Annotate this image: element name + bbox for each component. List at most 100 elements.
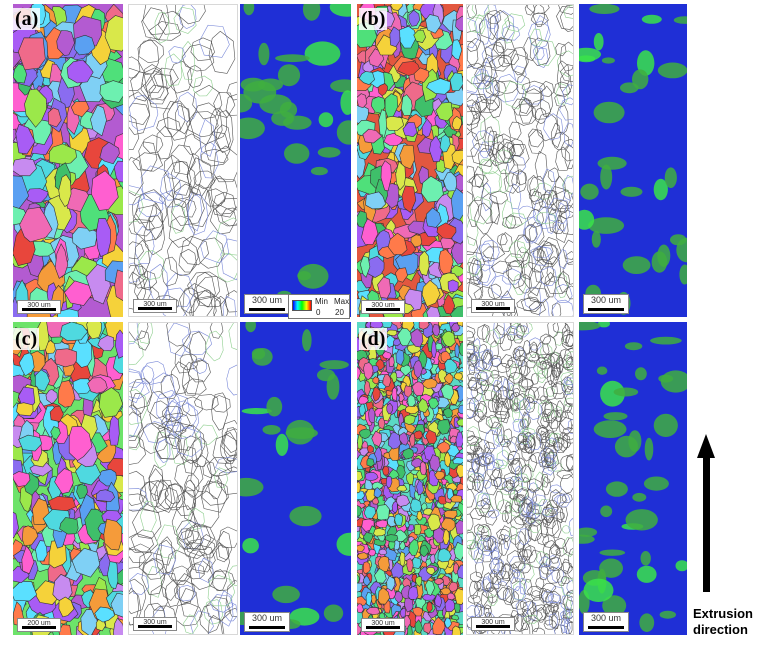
grain <box>47 107 62 128</box>
grain-boundary <box>557 200 569 214</box>
grain <box>108 414 120 446</box>
grain <box>54 468 74 495</box>
grain-boundary <box>129 406 139 437</box>
grain-boundary <box>176 490 196 516</box>
grain-boundary <box>467 325 476 339</box>
grain <box>446 592 456 601</box>
grain-boundary <box>531 512 546 522</box>
grain-boundary <box>129 411 145 448</box>
grain-boundary <box>528 453 538 472</box>
grain-boundary <box>495 459 508 470</box>
grain-boundary <box>531 619 540 633</box>
grain-boundary <box>487 397 499 412</box>
kam-color-legend: Min Max 0 20 <box>288 294 350 319</box>
grain <box>363 505 377 519</box>
grain-boundary <box>161 412 191 433</box>
grain-boundary <box>137 39 164 64</box>
kam-region <box>597 156 627 170</box>
grain-boundary <box>530 190 544 211</box>
grain-boundary <box>523 340 531 356</box>
grain-boundary <box>467 604 481 618</box>
grain-boundary <box>138 422 168 454</box>
grain <box>382 374 392 388</box>
grain <box>395 494 410 507</box>
kam-region <box>285 427 318 439</box>
grain-boundary <box>475 456 491 467</box>
grain-boundary <box>507 138 525 156</box>
grain-boundary <box>171 160 192 196</box>
grain-boundary <box>545 516 560 537</box>
grain <box>421 279 441 307</box>
grain-boundary <box>561 175 573 194</box>
grain-boundary <box>540 415 551 428</box>
grain <box>438 248 454 275</box>
grain-boundary <box>211 395 231 413</box>
grain-boundary <box>138 250 165 281</box>
grain-boundary <box>224 454 237 472</box>
grain <box>404 414 416 426</box>
kam-region <box>599 549 626 556</box>
grain-boundary <box>221 607 237 634</box>
grain-boundary <box>521 80 546 94</box>
grain-boundary <box>555 202 568 232</box>
grain-boundary <box>467 531 477 549</box>
grain-boundary <box>560 138 573 162</box>
grain-boundary <box>473 409 484 423</box>
grain-boundary <box>474 491 489 507</box>
kam-region <box>628 430 642 452</box>
grain-boundary <box>183 133 202 155</box>
grain-boundary <box>471 453 480 474</box>
grain-boundary <box>467 255 482 277</box>
grain-boundary <box>132 204 164 242</box>
grain <box>357 603 364 614</box>
grain-boundary <box>496 386 511 405</box>
grain-boundary <box>529 341 539 358</box>
grain <box>378 548 388 556</box>
kam-region <box>591 230 601 248</box>
grain-boundary <box>550 416 559 432</box>
kam-region <box>602 595 627 616</box>
grain-boundary <box>532 363 547 375</box>
kam-region <box>318 112 334 128</box>
kam-region <box>596 366 608 375</box>
grain-boundary <box>487 417 503 430</box>
grain <box>15 123 36 155</box>
grain-boundary <box>545 604 556 618</box>
grain <box>413 67 430 83</box>
grain-boundary <box>467 539 478 551</box>
grain-boundary <box>512 348 521 362</box>
arrow-shaft <box>703 456 710 592</box>
grain <box>114 329 123 359</box>
grain-boundary <box>129 488 149 511</box>
grain <box>377 83 388 97</box>
grain-boundary <box>181 330 213 356</box>
grain-boundary <box>162 100 186 132</box>
grain <box>408 539 419 556</box>
grain-boundary <box>200 148 229 167</box>
grain-boundary <box>539 236 562 266</box>
grain-boundary <box>518 548 528 563</box>
grain-boundary <box>543 401 559 422</box>
grain-boundary <box>157 487 180 510</box>
grain <box>389 26 401 48</box>
grain-boundary <box>473 165 484 189</box>
grain-boundary <box>561 323 571 344</box>
scale-bar-gb-b: 300 um <box>471 299 515 313</box>
grain-boundary <box>491 274 512 298</box>
grain-boundary <box>512 561 526 571</box>
kam-region <box>600 380 625 407</box>
grain <box>452 456 463 465</box>
kam-region <box>266 396 283 417</box>
grain-boundary <box>129 219 155 237</box>
grain-boundary <box>226 81 237 101</box>
grain-boundary <box>469 508 485 520</box>
grain-boundary <box>556 469 573 479</box>
grain <box>399 144 415 170</box>
kam-region <box>657 62 687 79</box>
grain-boundary <box>467 409 477 420</box>
grain <box>440 383 455 401</box>
grain-boundary <box>565 612 573 623</box>
grain-boundary <box>167 421 197 451</box>
grain-boundary <box>171 179 194 209</box>
grain <box>357 481 361 494</box>
